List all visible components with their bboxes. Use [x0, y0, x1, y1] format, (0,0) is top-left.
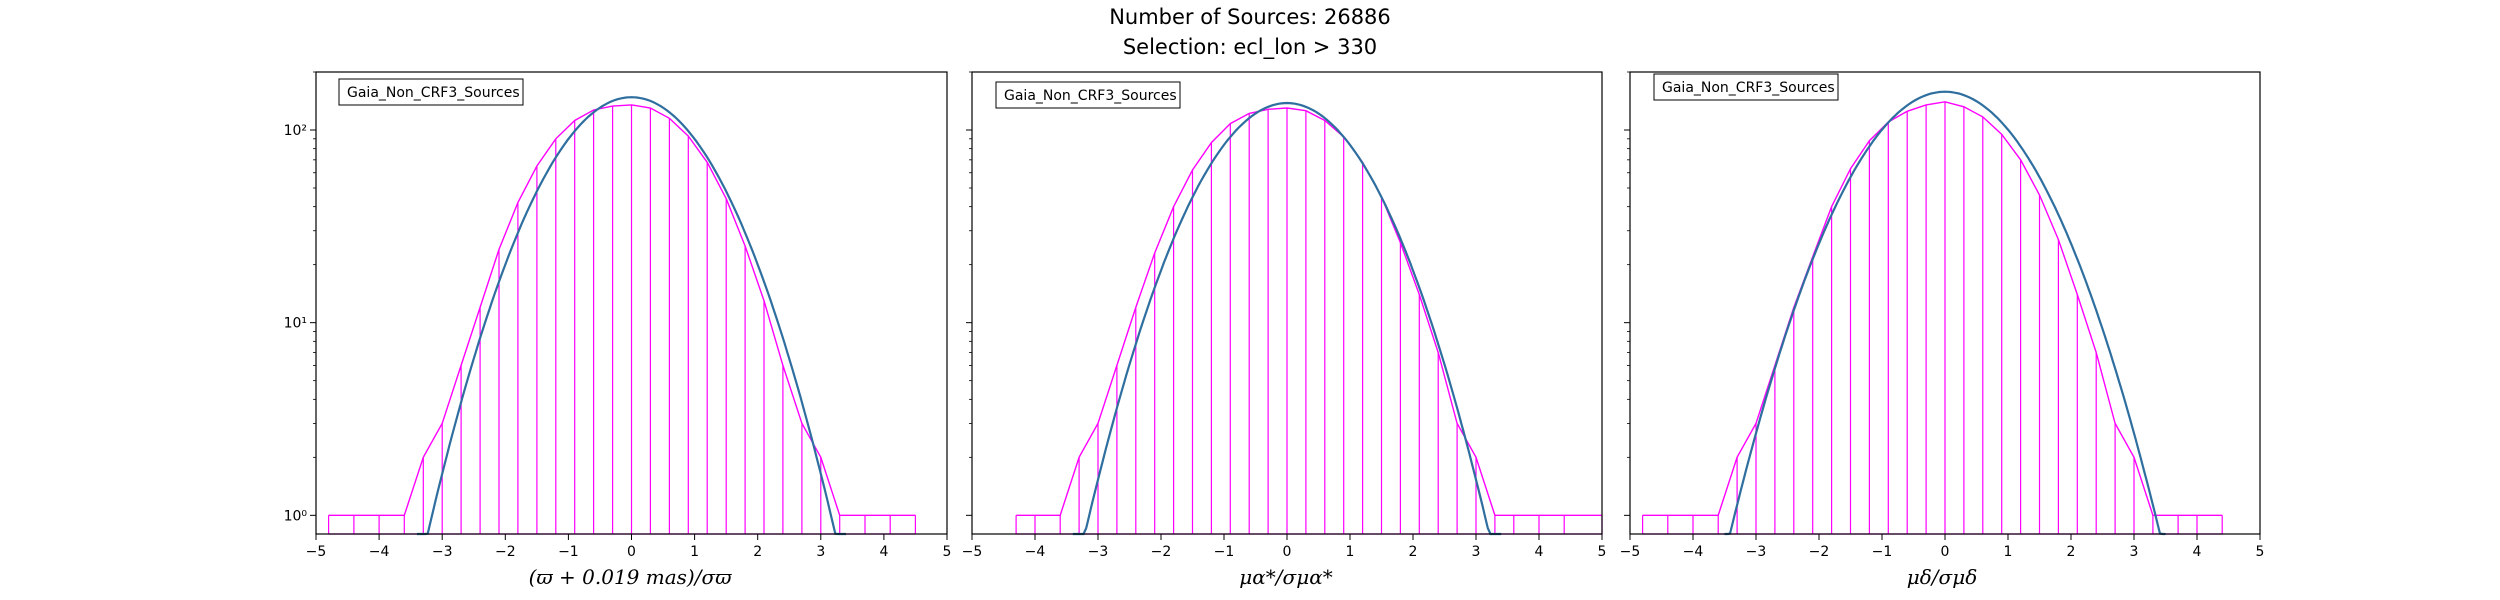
y-tick-label: 10²	[284, 123, 307, 139]
figure-title-line2: Selection: ecl_lon > 330	[1123, 35, 1377, 60]
x-tick-label: −1	[1214, 544, 1235, 560]
x-tick-label: 3	[2130, 544, 2139, 560]
x-tick-label: 1	[2004, 544, 2013, 560]
figure-title-line1: Number of Sources: 26886	[1109, 5, 1391, 29]
histogram-series	[1642, 101, 2223, 535]
legend-box	[338, 78, 524, 106]
y-tick-label: 10⁰	[284, 508, 308, 524]
legend-box	[1653, 73, 1839, 101]
x-tick-label: −3	[432, 544, 453, 560]
panel-pm-ra: Gaia_Non_CRF3_Sources μα*/σμα* −5 −4 −3 −2 −…	[962, 71, 1607, 589]
x-tick-label: −4	[1025, 544, 1046, 560]
x-tick-label: −1	[558, 544, 579, 560]
x-tick-label: −4	[369, 544, 390, 560]
x-tick-label: −4	[1683, 544, 1704, 560]
x-tick-label: −3	[1746, 544, 1767, 560]
x-axis-label: (ϖ + 0.019 mas)/σϖ	[529, 565, 733, 589]
x-tick-label: 0	[1283, 544, 1292, 560]
x-tick-label: 1	[1346, 544, 1355, 560]
legend-label: Gaia_Non_CRF3_Sources	[1662, 80, 1835, 96]
gaussian-fit-curve	[1072, 101, 1502, 536]
x-tick-label: −5	[1620, 544, 1641, 560]
x-tick-label: 5	[1598, 544, 1607, 560]
x-tick-label: −3	[1088, 544, 1109, 560]
histogram-series	[1015, 108, 1603, 535]
y-tick-label: 10¹	[284, 316, 307, 332]
x-axis-label: μδ/σμδ	[1907, 565, 1977, 589]
x-tick-label: −5	[962, 544, 983, 560]
x-tick-label: −2	[495, 544, 516, 560]
x-tick-label: 1	[690, 544, 699, 560]
x-tick-label: −2	[1151, 544, 1172, 560]
x-tick-label: 4	[879, 544, 888, 560]
legend-label: Gaia_Non_CRF3_Sources	[347, 85, 520, 101]
legend-box	[995, 81, 1181, 109]
x-tick-label: 2	[1409, 544, 1418, 560]
gaussian-fit-curve	[417, 96, 846, 536]
x-tick-label: −1	[1872, 544, 1893, 560]
panel-parallax: Gaia_Non_CRF3_Sources (ϖ + 0.019 mas)/σϖ…	[284, 71, 952, 589]
histogram-envelope	[328, 104, 916, 516]
histogram-envelope	[1016, 107, 1602, 516]
x-tick-label: 2	[2067, 544, 2076, 560]
gaussian-fit-curve	[1724, 90, 2166, 536]
legend-label: Gaia_Non_CRF3_Sources	[1004, 88, 1177, 104]
panel-pm-dec: Gaia_Non_CRF3_Sources μδ/σμδ −5 −4 −3 −2 −1 0…	[1620, 71, 2265, 589]
x-tick-label: −2	[1809, 544, 1830, 560]
x-tick-label: 2	[753, 544, 762, 560]
x-tick-label: 5	[943, 544, 952, 560]
x-tick-label: 0	[1941, 544, 1950, 560]
x-tick-label: 4	[2193, 544, 2202, 560]
x-tick-label: 0	[627, 544, 636, 560]
x-axis-label: μα*/σμα*	[1239, 565, 1332, 589]
histogram-envelope	[1642, 101, 2223, 516]
x-tick-label: 3	[816, 544, 825, 560]
histogram-series	[328, 104, 916, 535]
x-tick-label: 5	[2256, 544, 2265, 560]
x-tick-label: 4	[1535, 544, 1544, 560]
x-tick-label: −5	[306, 544, 327, 560]
x-tick-label: 3	[1472, 544, 1481, 560]
